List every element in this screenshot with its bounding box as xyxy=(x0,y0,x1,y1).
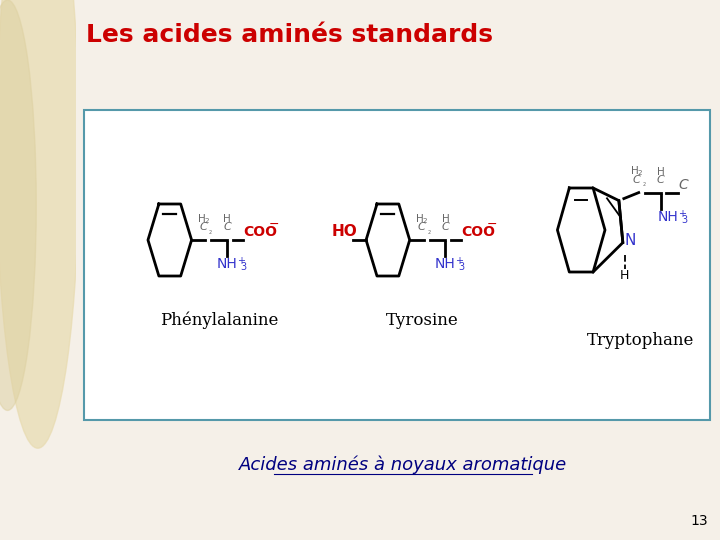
Text: C: C xyxy=(223,222,231,232)
Text: Tryptophane: Tryptophane xyxy=(587,332,694,349)
Text: +: + xyxy=(455,256,463,266)
Text: H$_2$: H$_2$ xyxy=(197,212,210,226)
Text: N: N xyxy=(625,233,636,248)
Text: H: H xyxy=(657,167,665,177)
Text: C: C xyxy=(678,178,688,192)
Text: −: − xyxy=(487,218,498,231)
Text: H$_2$: H$_2$ xyxy=(630,165,644,178)
FancyBboxPatch shape xyxy=(84,110,710,420)
Text: H: H xyxy=(441,214,449,224)
Text: 3: 3 xyxy=(681,214,688,225)
Text: +: + xyxy=(678,208,686,219)
Text: Acides aminés à noyaux aromatique: Acides aminés à noyaux aromatique xyxy=(238,456,567,474)
Text: NH: NH xyxy=(435,257,456,271)
Text: Phénylalanine: Phénylalanine xyxy=(160,312,279,329)
Text: C: C xyxy=(418,222,426,232)
Text: H: H xyxy=(223,214,231,224)
Text: H: H xyxy=(620,268,629,281)
Text: $^2$: $^2$ xyxy=(209,229,213,235)
Text: H$_2$: H$_2$ xyxy=(415,212,428,226)
Text: Les acides aminés standards: Les acides aminés standards xyxy=(86,23,492,47)
Text: 3: 3 xyxy=(458,262,464,272)
Text: NH: NH xyxy=(217,257,238,271)
Text: COO: COO xyxy=(462,225,495,239)
Text: Tyrosine: Tyrosine xyxy=(386,312,459,329)
Text: 3: 3 xyxy=(240,262,246,272)
Text: $^2$: $^2$ xyxy=(426,229,431,235)
Text: +: + xyxy=(237,256,246,266)
Text: COO: COO xyxy=(243,225,277,239)
Text: NH: NH xyxy=(658,210,679,224)
Text: C: C xyxy=(441,222,449,232)
Circle shape xyxy=(0,0,79,448)
Text: $^2$: $^2$ xyxy=(642,181,647,187)
Text: C: C xyxy=(633,174,641,185)
Text: C: C xyxy=(199,222,207,232)
Text: C: C xyxy=(657,174,665,185)
Text: −: − xyxy=(269,218,279,231)
Text: HO: HO xyxy=(331,224,357,239)
Circle shape xyxy=(0,0,36,410)
Text: 13: 13 xyxy=(690,514,708,528)
